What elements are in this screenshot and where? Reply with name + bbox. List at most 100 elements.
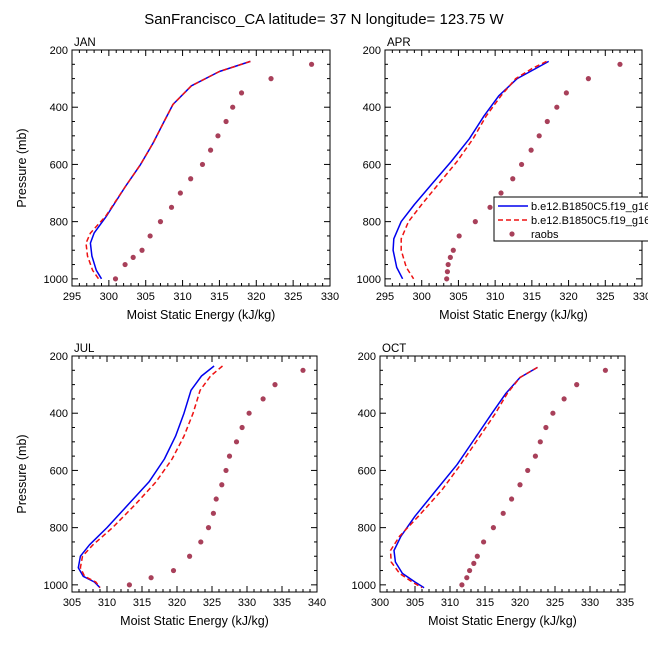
- x-tick-label: 325: [203, 597, 221, 609]
- plot-frame: [384, 49, 643, 287]
- x-tick-label: 300: [100, 291, 118, 303]
- raobs-point: [471, 560, 477, 566]
- y-tick-label: 600: [50, 159, 68, 171]
- raobs-point: [554, 104, 560, 110]
- raobs-point: [602, 367, 609, 373]
- raobs-point: [472, 219, 478, 225]
- raobs-point: [219, 482, 225, 488]
- x-tick-label: 305: [406, 597, 424, 609]
- raobs-point: [147, 233, 153, 239]
- y-tick-label: 400: [358, 408, 376, 420]
- x-tick-label: 330: [321, 291, 339, 303]
- y-tick-label: 200: [50, 45, 68, 57]
- series-group: [389, 366, 609, 589]
- raobs-point: [459, 582, 465, 588]
- raobs-point: [481, 539, 487, 545]
- raobs-point: [445, 261, 451, 268]
- raobs-point: [223, 467, 229, 474]
- panel-label: JAN: [74, 37, 96, 49]
- panel-label: JUL: [74, 343, 95, 355]
- raobs-point: [536, 133, 542, 139]
- raobs-point: [563, 90, 569, 96]
- raobs-point: [170, 567, 177, 574]
- series-group: [77, 365, 306, 589]
- raobs-point: [177, 190, 183, 196]
- x-tick-label: 295: [63, 291, 81, 303]
- series-group: [392, 60, 623, 282]
- legend-label: raobs: [531, 229, 559, 241]
- raobs-point: [537, 439, 543, 445]
- series-line-002: [389, 366, 538, 589]
- series-line-001: [77, 365, 215, 589]
- raobs-point: [213, 496, 219, 502]
- legend-box: [493, 196, 648, 242]
- raobs-point: [544, 118, 550, 125]
- raobs-point: [233, 439, 240, 445]
- x-tick-label: 320: [511, 597, 529, 609]
- raobs-point: [168, 204, 175, 210]
- x-tick-label: 295: [376, 291, 394, 303]
- y-tick-label: 800: [358, 523, 376, 535]
- x-tick-label: 315: [133, 597, 151, 609]
- raobs-point: [617, 61, 623, 67]
- raobs-point: [509, 496, 515, 502]
- figure-title: SanFrancisco_CA latitude= 37 N longitude…: [144, 11, 504, 28]
- x-axis-label: Moist Static Energy (kJ/kg): [428, 614, 577, 628]
- plot-frame: [71, 355, 318, 593]
- x-tick-label: 330: [633, 291, 648, 303]
- raobs-point: [447, 254, 453, 260]
- raobs-point: [246, 410, 252, 416]
- series-line-001: [392, 60, 550, 280]
- plot-frame: [71, 49, 331, 287]
- x-tick-label: 315: [210, 291, 228, 303]
- raobs-point: [239, 424, 245, 431]
- raobs-point: [207, 147, 214, 153]
- x-tick-label: 305: [63, 597, 81, 609]
- raobs-point: [272, 382, 278, 388]
- y-axis-label: Pressure (mb): [15, 128, 29, 207]
- legend: b.e12.B1850C5.f19_g16.001 b.e12.B1850C5.f…: [493, 196, 648, 242]
- panel-jul: JUL 305 310 315 320 325 330 335 340 200 400 600 800 1…: [15, 343, 326, 628]
- y-tick-label: 800: [363, 217, 381, 229]
- series-line-001: [393, 366, 538, 589]
- series-line-002: [79, 365, 223, 589]
- x-tick-label: 335: [616, 597, 634, 609]
- raobs-point: [226, 453, 233, 459]
- x-tick-label: 325: [546, 597, 564, 609]
- y-axis-label: Pressure (mb): [15, 434, 29, 513]
- x-tick-label: 310: [441, 597, 459, 609]
- raobs-point: [112, 276, 119, 282]
- raobs-point: [498, 190, 504, 196]
- series-group: [85, 60, 315, 282]
- x-tick-label: 320: [247, 291, 265, 303]
- raobs-point: [444, 269, 451, 275]
- raobs-point: [525, 467, 531, 474]
- legend-label: b.e12.B1850C5.f19_g16.002: [531, 215, 648, 227]
- panel-oct: OCT 300 305 310 315 320 325 330 335 200 400 600 800 1…: [352, 343, 635, 628]
- panel-label: OCT: [382, 343, 406, 355]
- raobs-point: [223, 118, 229, 125]
- x-tick-label: 310: [486, 291, 504, 303]
- x-axis-label: Moist Static Energy (kJ/kg): [439, 308, 588, 322]
- y-tick-label: 1000: [352, 580, 376, 592]
- y-tick-label: 400: [363, 102, 381, 114]
- x-tick-label: 315: [476, 597, 494, 609]
- y-tick-label: 1000: [44, 580, 68, 592]
- raobs-point: [543, 424, 549, 431]
- series-line-002: [85, 60, 251, 280]
- raobs-point: [487, 204, 493, 210]
- raobs-point: [450, 247, 456, 253]
- raobs-point: [205, 525, 212, 531]
- raobs-point: [528, 147, 534, 153]
- raobs-point: [130, 254, 136, 260]
- y-tick-label: 600: [358, 465, 376, 477]
- raobs-point: [561, 396, 567, 402]
- raobs-point: [500, 510, 506, 516]
- panel-label: APR: [387, 37, 411, 49]
- panel-jan: JAN 295 300 305 310 315 320 325 330 200 400 600 800 1…: [15, 37, 339, 322]
- y-tick-label: 1000: [44, 274, 68, 286]
- x-tick-label: 320: [168, 597, 186, 609]
- x-axis-label: Moist Static Energy (kJ/kg): [120, 614, 269, 628]
- x-tick-label: 310: [98, 597, 116, 609]
